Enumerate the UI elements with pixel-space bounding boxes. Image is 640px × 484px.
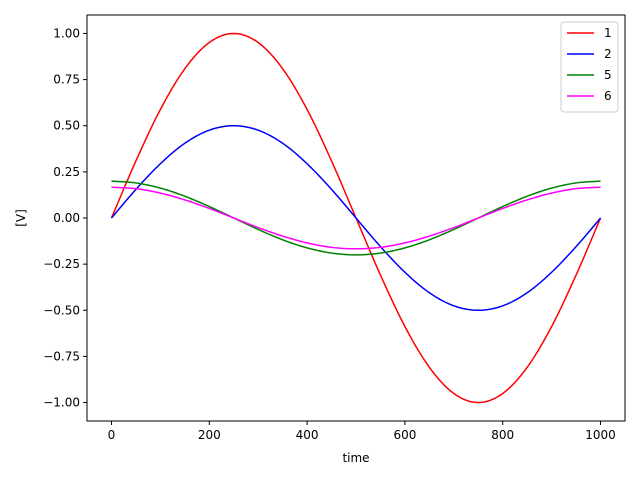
series-line-2	[110, 124, 602, 312]
legend: 1 2 5 6	[560, 21, 619, 113]
y-tick-label: −0.50	[43, 303, 80, 317]
x-tick-label: 800	[491, 428, 514, 442]
y-tick-label: 0.50	[53, 119, 80, 133]
y-axis: −1.00 −0.75 −0.50 −0.25 0.00 0.25 0.50 0.75 1.00	[43, 26, 87, 410]
series-layer	[110, 32, 602, 404]
series-line-5	[111, 180, 601, 256]
legend-box	[560, 21, 619, 113]
legend-label-1: 1	[604, 26, 612, 40]
legend-label-5: 5	[604, 68, 612, 82]
y-tick-label: −0.75	[43, 349, 80, 363]
x-tick-label: 0	[108, 428, 116, 442]
series-line-6	[111, 186, 601, 250]
legend-label-2: 2	[604, 47, 612, 61]
y-tick-label: −0.25	[43, 257, 80, 271]
x-tick-label: 400	[296, 428, 319, 442]
y-tick-label: 0.25	[53, 165, 80, 179]
x-tick-label: 1000	[585, 428, 616, 442]
y-tick-label: 0.75	[53, 73, 80, 87]
x-tick-label: 200	[198, 428, 221, 442]
x-tick-label: 600	[393, 428, 416, 442]
legend-label-6: 6	[604, 89, 612, 103]
y-tick-label: 0.00	[53, 211, 80, 225]
y-tick-label: 1.00	[53, 26, 80, 40]
y-axis-label: [V]	[14, 209, 28, 227]
x-axis-label: time	[342, 451, 369, 465]
x-axis: 0 200 400 600 800 1000	[108, 421, 616, 442]
y-tick-label: −1.00	[43, 396, 80, 410]
